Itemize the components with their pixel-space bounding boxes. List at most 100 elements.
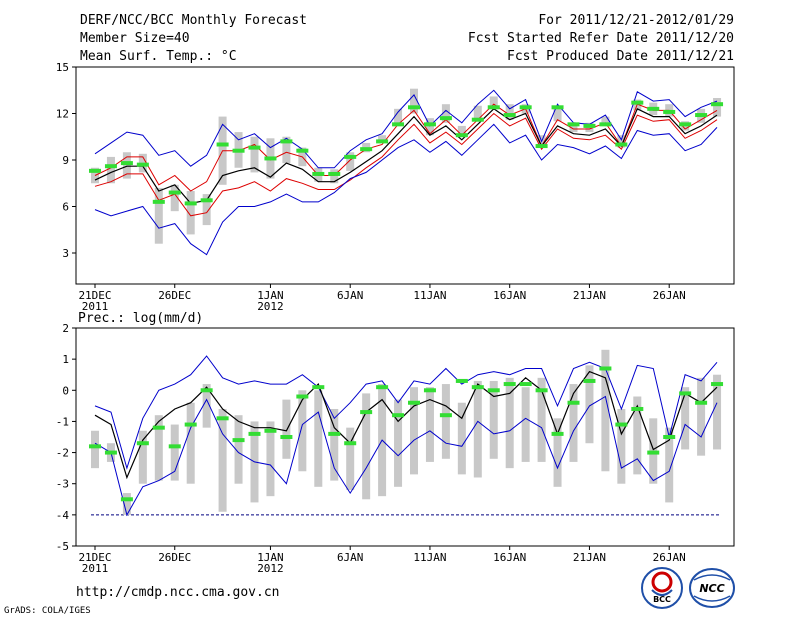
chart-title: DERF/NCC/BCC Monthly Forecast <box>80 13 307 28</box>
forecast-marker <box>455 133 468 138</box>
range-bar <box>665 427 674 503</box>
x-tick-year-label: 2011 <box>82 300 109 313</box>
range-bar <box>106 156 115 184</box>
range-bar <box>330 408 339 481</box>
x-tick-label: 26DEC <box>158 551 191 564</box>
forecast-marker <box>408 105 420 110</box>
forecast-marker <box>551 105 564 110</box>
range-bar <box>441 384 450 459</box>
range-bar <box>186 402 195 484</box>
forecast-marker <box>695 113 708 118</box>
forecast-marker <box>120 161 133 166</box>
forecast-marker <box>184 201 197 206</box>
forecast-marker <box>663 435 676 439</box>
y-tick-label: 15 <box>56 61 69 74</box>
grads-credit: GrADS: COLA/IGES <box>4 606 91 616</box>
x-tick-label: 26JAN <box>653 289 686 302</box>
forecast-marker <box>455 378 468 383</box>
range-bar <box>489 96 498 109</box>
forecast-marker <box>567 400 580 405</box>
range-bar <box>410 88 418 114</box>
forecast-marker <box>216 416 229 421</box>
range-bar <box>553 107 562 122</box>
range-bar <box>569 122 578 133</box>
range-bar <box>154 187 163 244</box>
range-bar <box>154 415 163 481</box>
x-tick-label: 21JAN <box>573 551 606 564</box>
series-mean-line <box>94 107 718 205</box>
forecast-period: For 2011/12/21-2012/01/29 <box>538 13 734 28</box>
x-tick-label: 6JAN <box>337 551 364 564</box>
forecast-marker <box>583 123 596 128</box>
forecast-marker <box>392 413 405 418</box>
forecast-marker <box>503 382 516 387</box>
range-bar <box>298 390 307 472</box>
y-tick-label: 1 <box>62 353 69 366</box>
y-tick-label: 6 <box>62 201 69 214</box>
forecast-marker <box>711 102 724 107</box>
forecast-produced-date: Fcst Produced Date 2011/12/21 <box>507 49 734 64</box>
x-tick-label: 16JAN <box>493 551 526 564</box>
y-tick-label: -1 <box>56 415 69 428</box>
range-bar <box>266 421 275 497</box>
x-tick-year-label: 2012 <box>257 300 284 313</box>
range-bar <box>505 377 514 469</box>
forecast-marker <box>647 450 660 455</box>
x-tick-label: 1JAN <box>257 289 284 302</box>
forecast-marker <box>647 106 660 111</box>
forecast-marker <box>376 385 389 390</box>
range-bar <box>346 152 355 171</box>
range-bar <box>537 377 546 462</box>
y-tick-label: 2 <box>62 322 69 335</box>
member-size: Member Size=40 <box>80 31 190 46</box>
range-bar <box>218 408 227 512</box>
x-tick-label: 21DEC <box>78 289 111 302</box>
forecast-marker <box>200 198 213 203</box>
forecast-marker <box>120 497 133 502</box>
forecast-marker <box>615 422 628 427</box>
y-tick-label: 0 <box>62 384 69 397</box>
forecast-marker <box>503 113 516 118</box>
range-bar <box>441 104 450 123</box>
y-tick-label: 3 <box>62 247 69 260</box>
forecast-marker <box>136 441 149 446</box>
x-tick-label: 26DEC <box>158 289 191 302</box>
forecast-marker <box>344 441 357 446</box>
forecast-marker <box>615 142 628 147</box>
forecast-marker <box>296 148 309 153</box>
range-bar <box>553 418 562 487</box>
forecast-marker <box>663 109 676 114</box>
forecast-marker <box>535 144 548 149</box>
ncc-logo-text: NCC <box>699 582 724 595</box>
y-tick-label: -5 <box>56 540 69 553</box>
y-tick-label: -3 <box>56 478 69 491</box>
forecast-marker <box>679 122 692 127</box>
x-tick-label: 11JAN <box>413 551 446 564</box>
range-bar <box>457 402 466 475</box>
range-bar <box>473 380 482 478</box>
range-bar <box>202 384 211 428</box>
forecast-marker <box>679 391 692 396</box>
forecast-marker <box>599 122 612 127</box>
forecast-marker <box>360 147 373 152</box>
forecast-marker <box>168 444 181 449</box>
range-bar <box>617 408 626 484</box>
forecast-marker <box>104 450 117 455</box>
range-bar <box>601 349 610 472</box>
range-bar <box>521 387 530 462</box>
series-min-line <box>94 123 718 256</box>
range-bar <box>330 169 339 184</box>
forecast-marker <box>248 431 261 436</box>
range-bar <box>585 365 594 444</box>
precip-variable-label: Prec.: log(mm/d) <box>78 311 203 326</box>
forecast-marker <box>487 105 500 110</box>
x-tick-year-label: 2012 <box>257 562 284 575</box>
forecast-marker <box>296 394 309 399</box>
y-tick-label: -2 <box>56 447 69 460</box>
forecast-marker <box>631 100 644 105</box>
range-bar <box>489 380 498 459</box>
range-bar <box>681 387 690 450</box>
